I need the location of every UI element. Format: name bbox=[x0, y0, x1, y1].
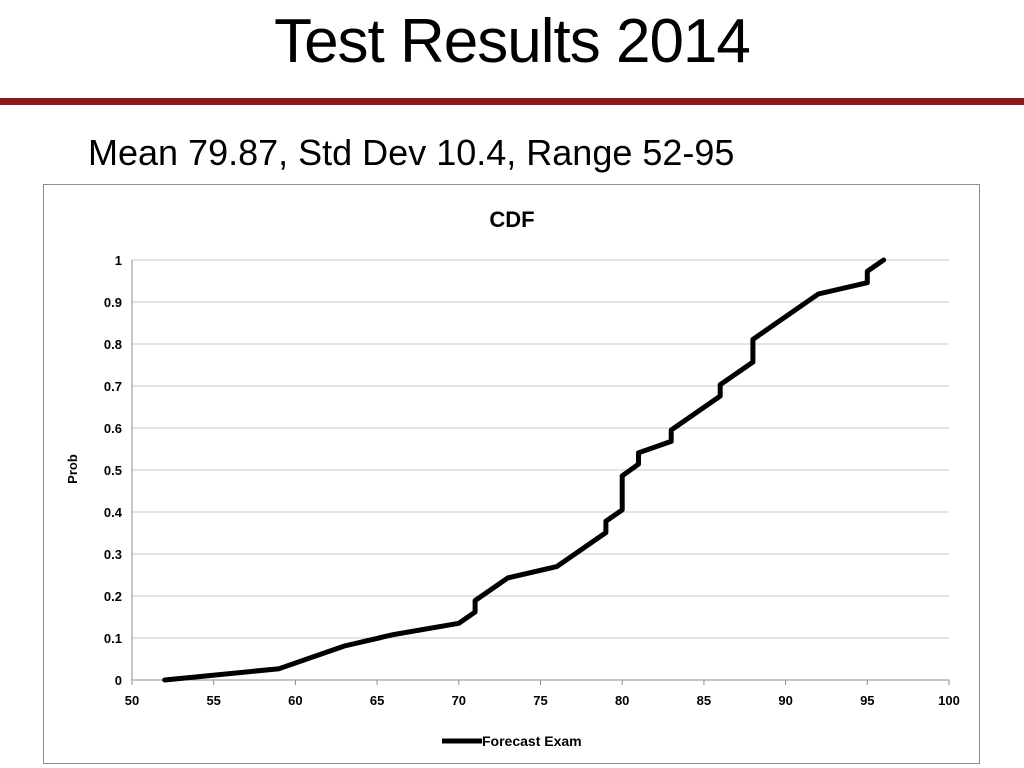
y-axis-label: Prob bbox=[65, 454, 80, 484]
y-tick-label: 0.3 bbox=[104, 547, 122, 562]
x-tick-label: 100 bbox=[938, 693, 960, 708]
cdf-chart: CDF 0 0.1 0.2 0.3 0.4 0.5 0.6 0.7 0.8 0.9 1 50 55 60… bbox=[65, 207, 960, 749]
y-tick-label: 0.1 bbox=[104, 631, 122, 646]
x-tick-label: 85 bbox=[697, 693, 711, 708]
x-tick-label: 95 bbox=[860, 693, 874, 708]
legend-label: Forecast Exam bbox=[482, 733, 582, 749]
x-tick-label: 75 bbox=[533, 693, 547, 708]
title-divider bbox=[0, 98, 1024, 105]
x-tick-label: 90 bbox=[778, 693, 792, 708]
slide-subtitle: Mean 79.87, Std Dev 10.4, Range 52-95 bbox=[88, 132, 735, 173]
y-tick-label: 0.5 bbox=[104, 463, 122, 478]
y-tick-label: 0.2 bbox=[104, 589, 122, 604]
y-tick-label: 0.8 bbox=[104, 337, 122, 352]
x-tick-label: 50 bbox=[125, 693, 139, 708]
y-tick-label: 0.7 bbox=[104, 379, 122, 394]
x-tick-label: 80 bbox=[615, 693, 629, 708]
y-tick-label: 0 bbox=[115, 673, 122, 688]
legend: Forecast Exam bbox=[442, 733, 582, 749]
chart-frame: CDF 0 0.1 0.2 0.3 0.4 0.5 0.6 0.7 0.8 0.9 1 50 55 60… bbox=[43, 184, 980, 764]
y-tick-label: 0.6 bbox=[104, 421, 122, 436]
y-tick-label: 0.4 bbox=[104, 505, 123, 520]
x-tick-label: 70 bbox=[452, 693, 466, 708]
slide-title: Test Results 2014 bbox=[274, 7, 751, 76]
x-tick-label: 65 bbox=[370, 693, 384, 708]
y-tick-label: 1 bbox=[115, 253, 122, 268]
chart-title: CDF bbox=[489, 207, 534, 232]
y-tick-label: 0.9 bbox=[104, 295, 122, 310]
x-tick-label: 55 bbox=[206, 693, 220, 708]
x-tick-label: 60 bbox=[288, 693, 302, 708]
